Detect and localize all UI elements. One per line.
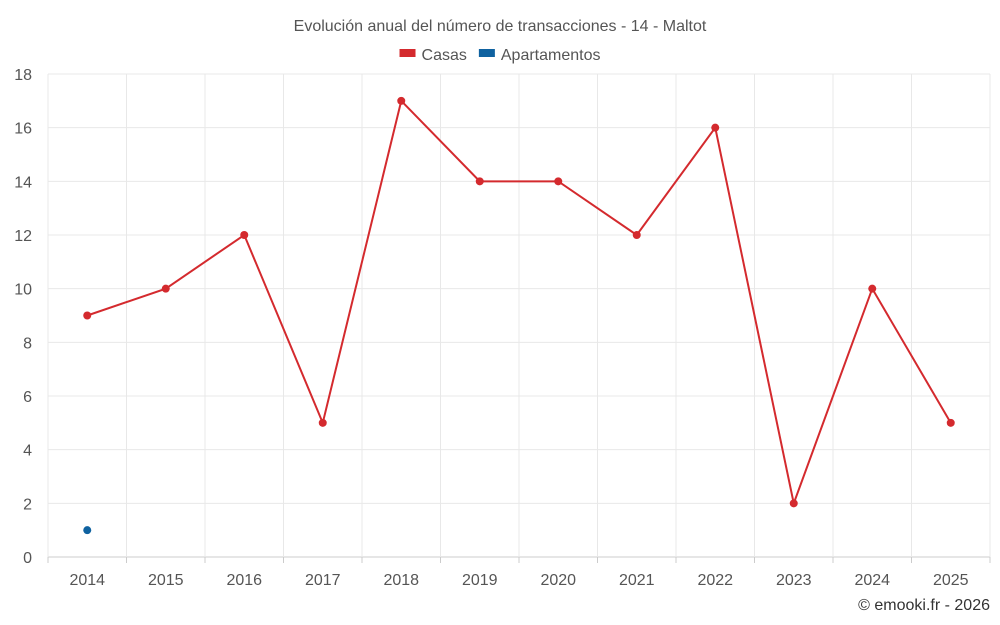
legend-label: Apartamentos [501, 47, 601, 64]
y-tick-label: 10 [14, 282, 32, 299]
y-tick-label: 2 [23, 496, 32, 513]
y-tick-label: 4 [23, 443, 32, 460]
x-tick-label: 2015 [148, 572, 184, 589]
series-line-casas [86, 98, 952, 507]
legend-swatch [478, 49, 495, 57]
data-point-casas[interactable] [318, 418, 327, 427]
x-tick-label: 2018 [383, 572, 419, 589]
y-tick-label: 6 [23, 389, 32, 406]
data-point-casas[interactable] [240, 231, 249, 239]
x-tick-label: 2019 [462, 572, 498, 589]
x-tick-label: 2025 [933, 572, 969, 589]
y-tick-label: 14 [14, 174, 32, 191]
x-tick-label: 2020 [540, 572, 576, 589]
legend-item-apartamentos[interactable]: Apartamentos [478, 47, 601, 64]
x-tick-label: 2017 [305, 572, 341, 589]
x-tick-label: 2014 [69, 572, 105, 589]
data-point-casas[interactable] [711, 123, 720, 132]
series-points [83, 96, 955, 535]
credit-text: © emooki.fr - 2026 [858, 597, 990, 614]
data-point-casas[interactable] [789, 499, 798, 508]
data-point-casas[interactable] [632, 231, 641, 239]
data-point-casas[interactable] [83, 311, 92, 320]
data-point-casas[interactable] [946, 418, 955, 427]
x-tick-label: 2021 [619, 572, 655, 589]
data-point-casas[interactable] [475, 177, 484, 186]
legend-swatch [399, 49, 416, 57]
grid [47, 73, 991, 563]
y-tick-label: 8 [23, 335, 32, 352]
y-tick-label: 0 [23, 550, 32, 567]
data-point-apartamentos[interactable] [83, 526, 92, 535]
legend: Casas Apartamentos [399, 47, 601, 64]
series-lines [86, 98, 952, 507]
x-tick-label: 2016 [226, 572, 262, 589]
y-tick-label: 16 [14, 121, 32, 138]
legend-label: Casas [422, 47, 467, 64]
x-tick-label: 2023 [776, 572, 812, 589]
data-point-casas[interactable] [554, 177, 563, 186]
y-axis-ticks: 0 2 4 6 8 10 12 14 16 18 [14, 67, 32, 567]
legend-item-casas[interactable]: Casas [399, 47, 467, 64]
x-tick-label: 2022 [697, 572, 733, 589]
data-point-casas[interactable] [397, 96, 406, 105]
chart-title: Evolución anual del número de transaccio… [294, 18, 707, 35]
data-point-casas[interactable] [161, 284, 170, 293]
x-tick-label: 2024 [854, 572, 890, 589]
y-tick-label: 18 [14, 67, 32, 84]
data-point-casas[interactable] [868, 284, 877, 293]
y-tick-label: 12 [14, 228, 32, 245]
x-axis-ticks: 2014 2015 2016 2017 2018 2019 2020 2021 2022 2023… [69, 572, 968, 589]
